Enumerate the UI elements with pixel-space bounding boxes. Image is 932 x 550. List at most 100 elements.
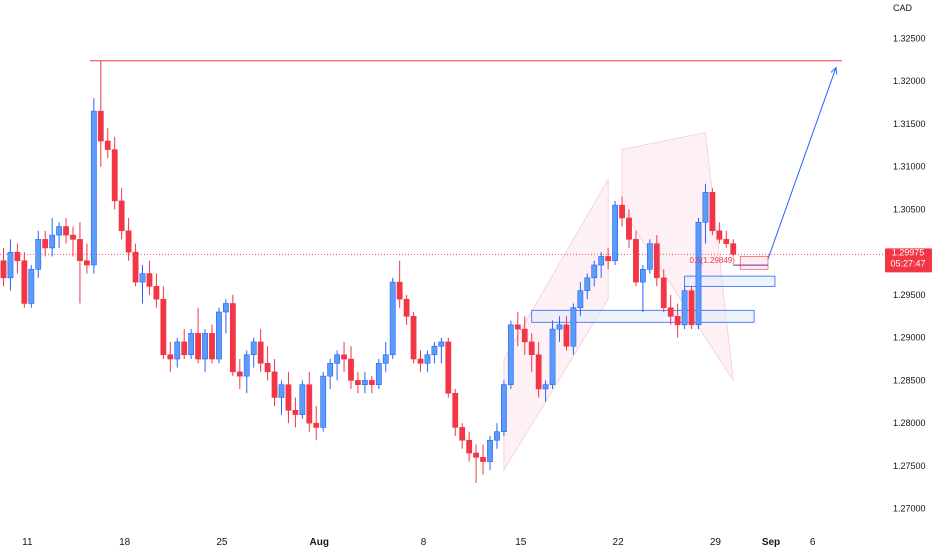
candle-body: [216, 311, 222, 360]
candle: [56, 222, 62, 248]
candle-body: [118, 200, 125, 232]
candle: [480, 444, 486, 475]
candle-body: [97, 110, 104, 142]
candle: [591, 260, 598, 287]
candle: [626, 209, 632, 248]
candle: [500, 380, 507, 436]
candle: [494, 423, 500, 449]
candle-body: [181, 341, 188, 356]
candle-body: [612, 204, 618, 262]
candle: [695, 217, 702, 330]
candle: [382, 341, 389, 372]
price-tick-label: 1.27500: [893, 461, 926, 471]
candle-body: [716, 230, 723, 240]
candle: [445, 337, 452, 398]
candle-body: [84, 260, 90, 266]
candle: [577, 282, 584, 317]
candle-body: [202, 333, 208, 360]
candle-body: [285, 384, 292, 411]
currency-label: CAD: [893, 3, 913, 13]
candle: [466, 431, 473, 462]
candle: [125, 217, 132, 261]
candle: [681, 286, 688, 330]
candle-body: [382, 354, 389, 364]
candle: [612, 200, 618, 265]
candle-body: [730, 243, 737, 255]
candle-body: [348, 358, 354, 381]
candle-body: [341, 354, 347, 360]
candle-body: [299, 384, 306, 415]
candle-body: [417, 358, 424, 364]
candle: [42, 230, 49, 257]
candle: [271, 359, 278, 407]
candle-body: [507, 324, 514, 385]
price-axis[interactable]: CAD 1.32500 1.32000 1.31500 1.31000 1.30500 1…: [893, 3, 926, 514]
candle: [334, 350, 340, 381]
candle-body: [0, 260, 7, 279]
candle: [452, 388, 459, 436]
price-tick-label: 1.29500: [893, 290, 926, 300]
candle-body: [542, 384, 549, 390]
candle: [202, 329, 208, 372]
candle: [716, 222, 723, 244]
candle: [633, 230, 639, 287]
candle-body: [396, 281, 403, 300]
time-tick-label: 29: [710, 537, 722, 548]
candle: [250, 337, 257, 368]
time-tick-label: 11: [22, 537, 33, 548]
candle: [556, 316, 563, 342]
candle: [619, 196, 625, 227]
candle: [7, 239, 14, 291]
candle: [396, 260, 403, 308]
candle: [174, 337, 181, 368]
candle: [90, 98, 97, 274]
time-tick-label: 6: [810, 537, 816, 548]
candle-body: [56, 226, 62, 236]
candle: [257, 329, 264, 372]
candle-body: [424, 354, 431, 364]
candle: [730, 239, 737, 257]
candle-body: [209, 333, 215, 360]
candle: [285, 371, 292, 424]
time-axis[interactable]: 11 18 25 Aug 8 15 22 29 Sep 6: [22, 537, 816, 548]
candle: [653, 235, 660, 287]
chart-drawings-foreground: [733, 66, 838, 266]
candle-body: [688, 290, 695, 326]
candle: [209, 324, 215, 364]
candle-body: [63, 226, 69, 236]
candle-body: [535, 354, 542, 390]
candle-body: [223, 303, 229, 313]
candle: [389, 277, 396, 360]
candle-body: [438, 341, 445, 347]
candle: [410, 312, 417, 364]
candle-body: [243, 354, 250, 377]
candle-body: [334, 354, 340, 364]
candle: [146, 260, 153, 295]
candle-body: [619, 204, 625, 219]
candle-body: [459, 427, 466, 441]
candle-body: [389, 281, 396, 356]
candle-body: [320, 375, 327, 428]
candle-body: [660, 277, 667, 309]
candle-body: [146, 273, 153, 287]
candle-body: [21, 260, 28, 304]
candle: [243, 350, 250, 394]
candle: [181, 329, 188, 360]
candle-body: [681, 290, 688, 326]
candle-body: [14, 251, 21, 262]
candle: [313, 406, 320, 441]
candle-body: [452, 392, 459, 428]
candle: [570, 303, 577, 355]
candle-body: [570, 307, 577, 347]
candle-body: [653, 243, 660, 279]
candle-body: [306, 384, 313, 424]
candle-body: [528, 341, 535, 356]
candle-body: [487, 439, 493, 462]
candle: [188, 329, 195, 360]
candle-body: [35, 239, 42, 270]
candle: [723, 230, 730, 248]
candle: [14, 243, 21, 274]
candle: [70, 226, 76, 257]
candle-body: [167, 354, 174, 360]
